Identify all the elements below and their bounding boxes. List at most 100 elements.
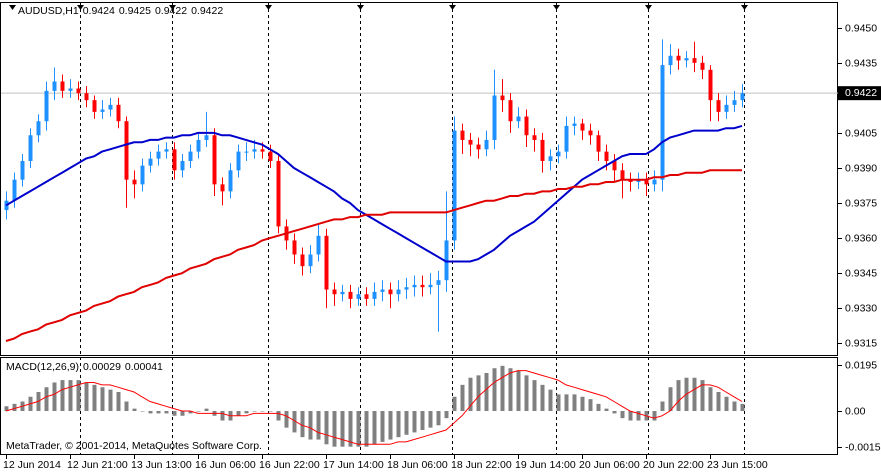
candle-body xyxy=(68,88,73,91)
macd-bar xyxy=(308,411,313,440)
y-tick-label: 0.9435 xyxy=(845,57,877,69)
candle-body xyxy=(276,160,281,227)
candle-body xyxy=(308,254,313,267)
candle-body xyxy=(228,170,233,192)
quote: 0.9425 xyxy=(119,5,151,17)
macd-bar xyxy=(260,411,265,412)
candle-body xyxy=(332,289,337,295)
signal-line xyxy=(5,370,743,445)
indicator-name: MACD(12,26,9) xyxy=(6,361,79,373)
macd-bar xyxy=(452,396,457,412)
y-tick-label: 0.9450 xyxy=(845,22,877,34)
candle-body xyxy=(20,160,25,180)
macd-bar xyxy=(388,411,393,440)
candle-body xyxy=(484,139,489,150)
macd-bar xyxy=(180,411,185,416)
macd-bar xyxy=(412,411,417,433)
macd-bar xyxy=(124,401,129,412)
moving-average xyxy=(5,169,742,342)
marker xyxy=(265,5,272,10)
candle-body xyxy=(100,109,105,112)
y-tick-label: 0.9375 xyxy=(845,197,877,209)
marker xyxy=(741,5,748,10)
candle-body xyxy=(524,116,529,136)
x-tick-label: 20 Jun 22:00 xyxy=(643,459,704,471)
macd-bar xyxy=(396,411,401,438)
x-tick-label: 16 Jun 06:00 xyxy=(195,459,256,471)
marker xyxy=(645,5,652,10)
candle-body xyxy=(372,291,377,299)
macd-bar xyxy=(68,380,73,412)
x-tick-label: 23 Jun 15:00 xyxy=(707,459,768,471)
candle-body xyxy=(324,235,329,290)
current-price-box xyxy=(838,86,881,101)
macd-bar xyxy=(52,382,57,412)
candle-body xyxy=(492,95,497,140)
macd-panel-frame xyxy=(0,357,838,455)
candle-body xyxy=(436,280,441,285)
macd-bar xyxy=(220,411,225,421)
macd-bar xyxy=(284,411,289,428)
candle-body xyxy=(548,156,553,161)
macd-bar xyxy=(156,411,161,414)
separator-markers xyxy=(9,5,748,10)
macd-bar xyxy=(140,411,145,412)
candle-body xyxy=(564,125,569,152)
x-tick-label: 18 Jun 22:00 xyxy=(451,459,512,471)
macd-bar xyxy=(4,406,9,412)
candle-body xyxy=(268,151,273,161)
macd-bar xyxy=(108,389,113,412)
candle-body xyxy=(348,291,353,299)
marker xyxy=(9,5,16,10)
macd-bar xyxy=(596,403,601,412)
candle-body xyxy=(596,135,601,152)
candle-body xyxy=(516,116,521,122)
candle-body xyxy=(148,158,153,166)
macd-bar xyxy=(12,403,17,412)
candle-body xyxy=(356,294,361,299)
candle-body xyxy=(388,289,393,295)
candle-body xyxy=(684,58,689,61)
candle-body xyxy=(212,135,217,185)
moving-average xyxy=(5,124,743,263)
y-tick-label: 0.9345 xyxy=(845,267,877,279)
macd-bar xyxy=(132,408,137,412)
macd-bar xyxy=(92,384,97,412)
macd-bar xyxy=(236,411,241,416)
marker xyxy=(357,5,364,10)
quote: 0.9422 xyxy=(191,5,223,17)
macd-bar xyxy=(524,375,529,412)
candle-body xyxy=(300,254,305,267)
macd-bar xyxy=(268,411,273,412)
macd-bar xyxy=(60,380,65,412)
candle-body xyxy=(692,58,697,63)
candle-body xyxy=(700,62,705,70)
candle-body xyxy=(204,135,209,140)
macd-bar xyxy=(516,370,521,412)
macd-bar xyxy=(204,408,209,412)
candle-body xyxy=(92,100,97,112)
macd-bar xyxy=(116,391,121,412)
candle-body xyxy=(236,151,241,171)
candle-body xyxy=(60,81,65,91)
macd-bar xyxy=(164,411,169,414)
candle-body xyxy=(404,287,409,290)
candle-body xyxy=(668,55,673,66)
macd-bar xyxy=(716,391,721,412)
macd-bar xyxy=(372,411,377,445)
y-tick-label: 0.9405 xyxy=(845,127,877,139)
candle-body xyxy=(532,135,537,140)
y-tick-label: 0.0195 xyxy=(845,359,877,371)
candle-body xyxy=(724,104,729,112)
macd-bar xyxy=(700,380,705,412)
macd-bar xyxy=(252,411,257,412)
candle-body xyxy=(420,284,425,288)
candle-body xyxy=(188,151,193,161)
indicator-value: 0.00041 xyxy=(125,361,163,373)
candle-body xyxy=(636,179,641,183)
macd-bar xyxy=(292,411,297,433)
candle-body xyxy=(12,179,17,201)
macd-bar xyxy=(348,411,353,447)
candle-body xyxy=(180,160,185,171)
candle-body xyxy=(84,93,89,101)
